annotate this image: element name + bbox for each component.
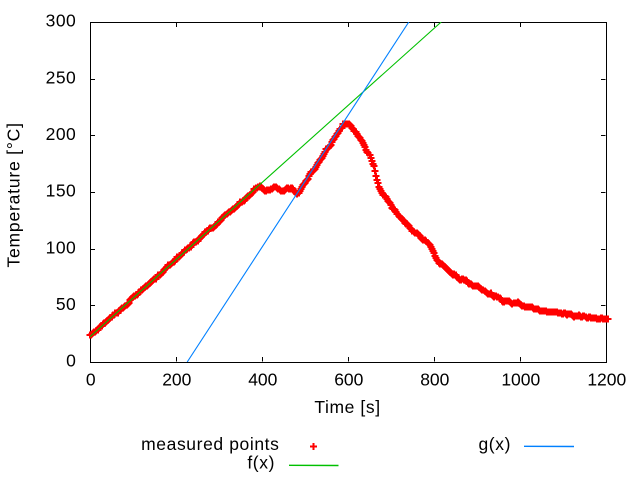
svg-text:1000: 1000 [501,370,540,390]
svg-text:600: 600 [334,370,363,390]
svg-text:300: 300 [46,11,77,31]
svg-text:0: 0 [86,370,96,390]
svg-text:250: 250 [46,67,77,87]
svg-text:Temperature [°C]: Temperature [°C] [4,122,24,267]
svg-text:f(x): f(x) [247,452,275,472]
svg-text:1200: 1200 [587,370,626,390]
svg-text:400: 400 [248,370,277,390]
svg-text:200: 200 [46,124,77,144]
svg-text:800: 800 [420,370,449,390]
svg-text:100: 100 [46,237,77,257]
svg-text:0: 0 [66,351,76,371]
svg-text:g(x): g(x) [478,434,511,454]
svg-text:50: 50 [56,294,76,314]
svg-text:200: 200 [162,370,191,390]
svg-text:150: 150 [46,181,77,201]
svg-text:measured points: measured points [141,434,279,454]
svg-text:Time [s]: Time [s] [314,397,380,417]
